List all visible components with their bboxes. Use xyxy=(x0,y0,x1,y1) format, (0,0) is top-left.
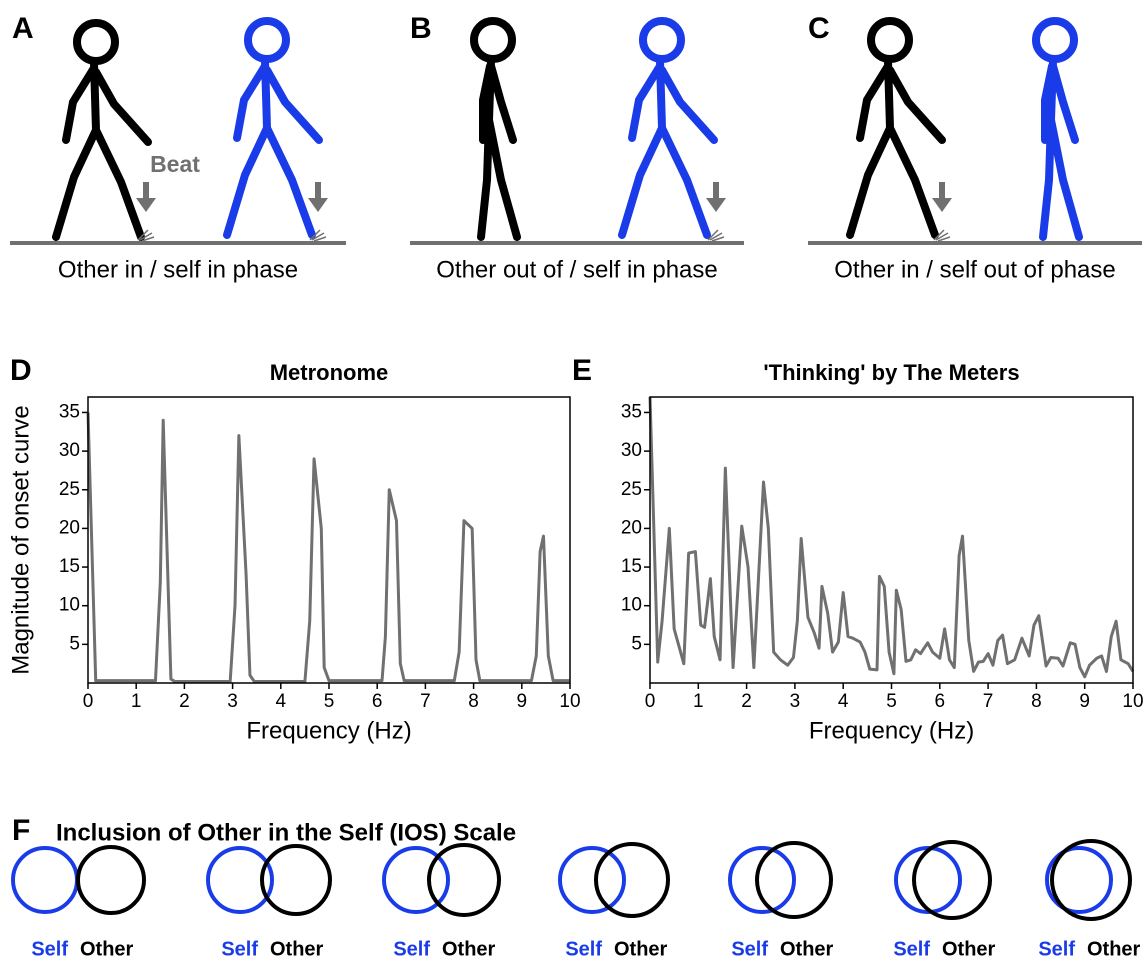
x-axis-label: Frequency (Hz) xyxy=(809,717,974,744)
x-tick-label: 7 xyxy=(983,691,994,712)
data-line xyxy=(650,397,1133,677)
other-label: Other xyxy=(442,938,496,960)
caption: Other in / self out of phase xyxy=(834,256,1116,283)
y-tick-label: 25 xyxy=(59,479,80,500)
x-tick-label: 1 xyxy=(693,691,704,712)
other-label: Other xyxy=(614,938,668,960)
other-label: Other xyxy=(780,938,834,960)
y-tick-label: 5 xyxy=(69,633,80,654)
x-tick-label: 9 xyxy=(517,691,528,712)
x-tick-label: 2 xyxy=(179,691,190,712)
self-label: Self xyxy=(893,938,930,960)
other-label: Other xyxy=(270,938,324,960)
y-tick-label: 5 xyxy=(631,633,642,654)
self-label: Self xyxy=(31,938,68,960)
self-label: Self xyxy=(565,938,602,960)
x-tick-label: 9 xyxy=(1079,691,1090,712)
x-tick-label: 7 xyxy=(420,691,431,712)
x-tick-label: 6 xyxy=(372,691,383,712)
other-figure xyxy=(56,23,148,237)
caption: Other in / self in phase xyxy=(58,256,298,283)
other-circle xyxy=(429,845,499,915)
y-tick-label: 25 xyxy=(621,479,642,500)
y-tick-label: 15 xyxy=(621,556,642,577)
other-circle xyxy=(596,844,668,916)
self-label: Self xyxy=(1038,938,1075,960)
self-circle xyxy=(896,848,960,912)
panel-label: A xyxy=(12,12,34,45)
panel-label: D xyxy=(10,354,32,387)
y-tick-label: 35 xyxy=(59,401,80,422)
x-tick-label: 10 xyxy=(1122,691,1143,712)
data-line xyxy=(88,412,570,681)
y-tick-label: 15 xyxy=(59,556,80,577)
x-tick-label: 6 xyxy=(935,691,946,712)
x-tick-label: 1 xyxy=(131,691,142,712)
chart-title: Metronome xyxy=(270,360,389,385)
other-figure xyxy=(474,21,517,237)
x-tick-label: 10 xyxy=(559,691,580,712)
x-tick-label: 8 xyxy=(468,691,479,712)
other-circle xyxy=(914,842,990,918)
x-tick-label: 5 xyxy=(324,691,335,712)
other-label: Other xyxy=(80,938,134,960)
self-label: Self xyxy=(393,938,430,960)
ios-title: Inclusion of Other in the Self (IOS) Sca… xyxy=(56,819,516,846)
x-tick-label: 5 xyxy=(886,691,897,712)
y-tick-label: 30 xyxy=(621,440,642,461)
panel-c: C Other in / self out of phase xyxy=(808,12,1142,283)
other-circle xyxy=(1052,841,1130,919)
panel-label: B xyxy=(410,12,432,45)
self-circle xyxy=(730,848,794,912)
panel-label: E xyxy=(572,354,592,387)
x-tick-label: 4 xyxy=(276,691,287,712)
x-tick-label: 8 xyxy=(1031,691,1042,712)
x-tick-label: 3 xyxy=(227,691,238,712)
other-label: Other xyxy=(1087,938,1141,960)
self-label: Self xyxy=(221,938,258,960)
self-figure xyxy=(622,21,714,235)
x-tick-label: 4 xyxy=(838,691,849,712)
self-figure xyxy=(227,21,319,235)
self-figure xyxy=(1036,21,1079,237)
other-circle xyxy=(78,847,144,913)
chart-title: 'Thinking' by The Meters xyxy=(763,360,1019,385)
panel-a: A Beat Other in / self in phase xyxy=(10,12,346,283)
self-circle xyxy=(1047,848,1111,912)
other-label: Other xyxy=(942,938,996,960)
x-tick-label: 0 xyxy=(83,691,94,712)
figure: A Beat Other in / self in phase B Other … xyxy=(0,0,1148,969)
panel-b: B Other out of / self in phase xyxy=(410,12,744,283)
y-tick-label: 10 xyxy=(59,595,80,616)
x-tick-label: 2 xyxy=(741,691,752,712)
self-circle xyxy=(13,848,77,912)
y-tick-label: 20 xyxy=(59,517,80,538)
x-tick-label: 3 xyxy=(790,691,801,712)
y-tick-label: 30 xyxy=(59,440,80,461)
y-tick-label: 20 xyxy=(621,517,642,538)
other-figure xyxy=(850,21,942,235)
beat-label: Beat xyxy=(150,151,200,177)
self-label: Self xyxy=(731,938,768,960)
x-axis-label: Frequency (Hz) xyxy=(246,717,411,744)
caption: Other out of / self in phase xyxy=(436,256,718,283)
y-tick-label: 10 xyxy=(621,595,642,616)
panel-label: F xyxy=(12,814,30,847)
self-circle xyxy=(560,848,624,912)
panel-label: C xyxy=(808,12,830,45)
x-tick-label: 0 xyxy=(645,691,656,712)
y-axis-label: Magnitude of onset curve xyxy=(7,405,34,675)
y-tick-label: 35 xyxy=(621,401,642,422)
